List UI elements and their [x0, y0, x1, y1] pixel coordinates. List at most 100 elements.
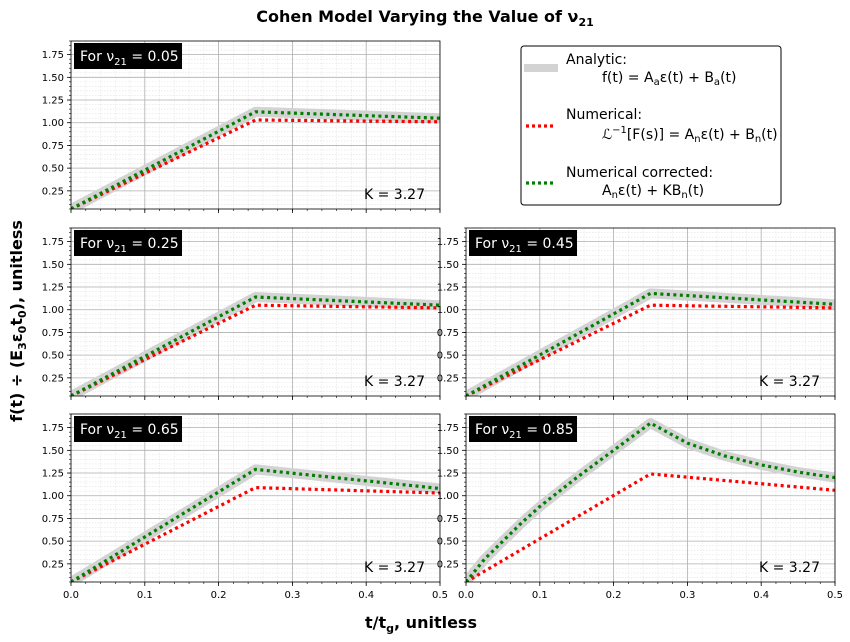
y-tick-label: 0.50: [437, 537, 459, 548]
subplot-nu21-0.05: 0.25 0.50 0.75 1.00 1.25 1.50 1.75 For ν21 = 0.…: [42, 40, 441, 213]
panel-label-box: [469, 416, 577, 442]
panel-label-box: [469, 230, 577, 256]
legend-formula-analytic: f(t) = Aaε(t) + Ba(t): [602, 70, 736, 88]
y-tick-label: 0.75: [42, 514, 64, 525]
x-tick-label: 0.2: [606, 590, 622, 601]
panel-label-text: For ν21 = 0.05: [80, 49, 179, 68]
y-tick-label: 0.75: [437, 514, 459, 525]
panel-label: For ν21 = 0.25: [74, 230, 182, 256]
x-tick-label: 0.2: [211, 590, 227, 601]
y-tick-label: 1.25: [42, 283, 64, 294]
axes-frame: [70, 227, 441, 397]
panel-label-box: [74, 230, 182, 256]
series-group: [71, 292, 440, 396]
y-tick-label: 1.75: [437, 423, 459, 434]
panel-label-text: For ν21 = 0.25: [80, 236, 179, 255]
x-tick-label: 0.1: [137, 590, 153, 601]
x-tick-label: 0.4: [358, 590, 374, 601]
subplot-nu21-0.45: 0.25 0.50 0.75 1.00 1.25 1.50 1.75 For ν21 = 0.…: [437, 227, 836, 400]
panel-label: For ν21 = 0.85: [469, 416, 577, 442]
axes-frame: [465, 413, 836, 583]
y-tick-label: 1.50: [42, 446, 64, 457]
y-tick-label: 1.25: [42, 469, 64, 480]
k-annotation: K = 3.27: [364, 187, 425, 203]
axes-frame: [70, 40, 441, 210]
subplot-nu21-0.25: 0.25 0.50 0.75 1.00 1.25 1.50 1.75 For ν21 = 0.…: [42, 227, 441, 400]
y-tick-label: 0.50: [42, 537, 64, 548]
y-tick-label: 1.25: [437, 469, 459, 480]
y-tick-label: 0.50: [42, 164, 64, 175]
y-tick-label: 1.75: [42, 423, 64, 434]
k-annotation: K = 3.27: [759, 560, 820, 576]
series-group: [466, 288, 835, 396]
grid: [71, 41, 440, 209]
series-line-analytic: [466, 418, 835, 582]
legend-frame: [520, 45, 782, 206]
x-axis-label: t/tg, unitless: [365, 613, 477, 635]
y-tick-label: 0.25: [42, 186, 64, 197]
y-tick-label: 0.75: [42, 328, 64, 339]
legend-label-analytic: Analytic:: [566, 52, 627, 68]
axes-frame: [465, 227, 836, 397]
x-tick-label: 0.0: [458, 590, 474, 601]
series-line-numerical-corrected: [466, 291, 835, 396]
panel-label-box: [74, 416, 182, 442]
x-tick-label: 0.3: [284, 590, 300, 601]
series-group: [466, 418, 835, 582]
axes-frame: [70, 413, 441, 583]
y-tick-label: 1.00: [42, 118, 64, 129]
y-tick-label: 1.50: [437, 260, 459, 271]
legend-label-numerical: Numerical:: [566, 107, 642, 123]
y-tick-label: 1.75: [42, 50, 64, 61]
panel-label-text: For ν21 = 0.45: [475, 236, 574, 255]
series-group: [71, 464, 440, 582]
y-tick-label: 1.50: [42, 73, 64, 84]
y-tick-label: 1.50: [42, 260, 64, 271]
y-tick-label: 0.50: [42, 351, 64, 362]
series-line-numerical-corrected: [71, 110, 440, 209]
subplot-nu21-0.65: 0.0 0.1 0.2 0.3 0.4 0.5 0.25 0.50 0.75 1.00 1.25 1.…: [42, 413, 448, 601]
y-tick-label: 0.75: [42, 141, 64, 152]
y-tick-label: 1.00: [42, 491, 64, 502]
y-tick-label: 1.25: [437, 283, 459, 294]
panel-label-text: For ν21 = 0.65: [80, 422, 179, 441]
subplot-nu21-0.85: 0.0 0.1 0.2 0.3 0.4 0.5 0.25 0.50 0.75 1.00 1.25 1.…: [437, 413, 843, 601]
panel-label: For ν21 = 0.45: [469, 230, 577, 256]
y-tick-label: 0.25: [437, 373, 459, 384]
panel-label-text: For ν21 = 0.85: [475, 422, 574, 441]
legend-label-numerical-corrected: Numerical corrected:: [566, 165, 713, 181]
y-tick-label: 1.75: [42, 237, 64, 248]
legend-formula-numerical: ℒ−1[F(s)] = Anε(t) + Bn(t): [602, 125, 778, 145]
x-tick-label: 0.3: [679, 590, 695, 601]
k-annotation: K = 3.27: [364, 560, 425, 576]
x-tick-label: 0.0: [63, 590, 79, 601]
y-tick-label: 1.50: [437, 446, 459, 457]
panel-label-box: [74, 43, 182, 69]
y-tick-label: 0.25: [437, 559, 459, 570]
panel-label: For ν21 = 0.65: [74, 416, 182, 442]
y-tick-label: 1.00: [437, 491, 459, 502]
y-axis-label: f(t) ÷ (E3ε0t0), unitless: [7, 220, 29, 422]
y-tick-label: 0.25: [42, 373, 64, 384]
y-tick-label: 0.50: [437, 351, 459, 362]
series-line-numerical-corrected: [71, 295, 440, 396]
k-annotation: K = 3.27: [759, 374, 820, 390]
series-line-numerical-corrected: [71, 467, 440, 582]
x-tick-label: 0.1: [532, 590, 548, 601]
x-tick-label: 0.5: [827, 590, 843, 601]
series-group: [71, 106, 440, 209]
k-annotation: K = 3.27: [364, 374, 425, 390]
figure-title: Cohen Model Varying the Value of ν21: [256, 7, 594, 29]
series-line-numerical: [71, 118, 440, 209]
x-tick-label: 0.5: [432, 590, 448, 601]
series-line-numerical-corrected: [466, 421, 835, 582]
panel-label: For ν21 = 0.05: [74, 43, 182, 69]
y-tick-label: 1.75: [437, 237, 459, 248]
y-tick-label: 1.00: [437, 305, 459, 316]
y-tick-label: 0.75: [437, 328, 459, 339]
y-tick-label: 1.00: [42, 305, 64, 316]
y-tick-label: 0.25: [42, 559, 64, 570]
x-tick-label: 0.4: [753, 590, 769, 601]
legend: Analytic: f(t) = Aaε(t) + Ba(t) Numerica…: [520, 45, 782, 206]
